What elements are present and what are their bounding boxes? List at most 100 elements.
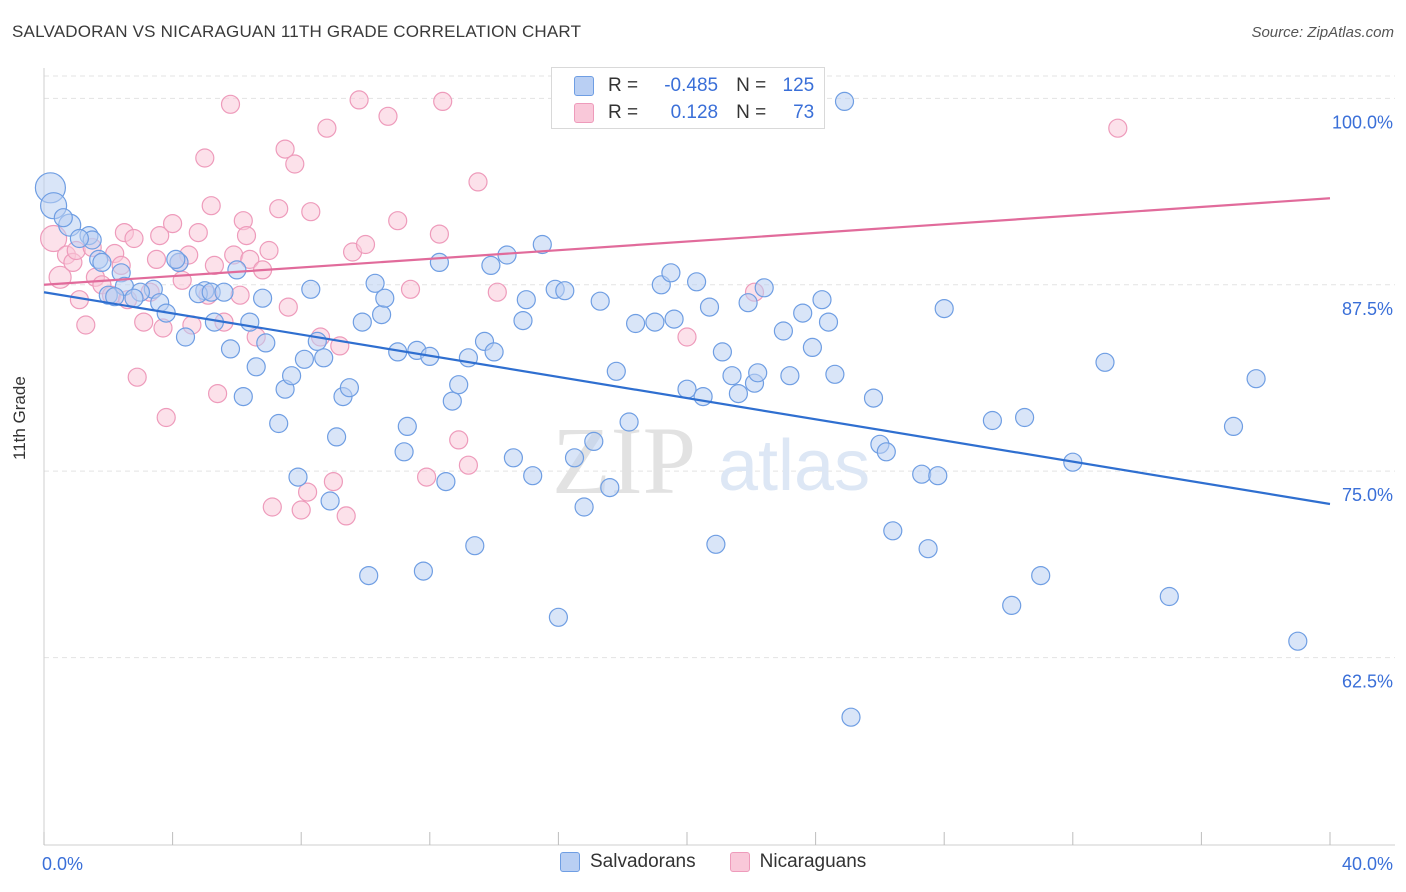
- salvadorans-point-118: [1159, 586, 1179, 607]
- salvadorans-point-37: [314, 348, 334, 368]
- salvadorans-point-61: [484, 342, 504, 362]
- salvadorans-point-28: [253, 288, 273, 308]
- salvadorans-point-112: [982, 410, 1003, 431]
- x-tick-label-max: 40.0%: [1342, 854, 1393, 874]
- nicaraguans-point-43: [259, 240, 279, 261]
- salvadorans-point-96: [780, 366, 800, 386]
- legend-n-label: N =: [736, 102, 767, 123]
- nicaraguans-point-62: [400, 279, 421, 299]
- salvadorans-point-73: [584, 431, 604, 451]
- legend-swatch-blue: [574, 76, 594, 96]
- salvadorans-point-46: [375, 288, 395, 308]
- watermark: ZIP atlas: [552, 407, 870, 514]
- y-axis-label: 11th Grade: [10, 376, 29, 460]
- y-tick-label-3: 100.0%: [1332, 112, 1393, 132]
- legend-r-label: R =: [608, 75, 639, 96]
- legend-swatch-pink: [574, 103, 594, 123]
- salvadorans-point-33: [288, 467, 308, 487]
- salvadorans-point-41: [339, 378, 359, 398]
- nicaraguans-point-59: [355, 234, 376, 255]
- salvadorans-point-32: [282, 366, 302, 386]
- nicaraguans-point-58: [349, 90, 369, 110]
- nicaraguans-point-47: [278, 297, 298, 317]
- salvadorans-point-75: [600, 478, 620, 498]
- salvadorans-point-49: [397, 416, 417, 436]
- nicaraguans-point-60: [378, 106, 398, 126]
- salvadorans-point-84: [686, 272, 707, 292]
- salvadorans-point-122: [53, 208, 73, 228]
- salvadorans-point-79: [645, 312, 665, 332]
- trend-line-nicaraguans: [43, 197, 1331, 286]
- salvadorans-point-55: [442, 391, 462, 411]
- salvadorans-point-64: [513, 311, 533, 331]
- salvadorans-point-56: [449, 375, 469, 395]
- salvadorans-point-44: [365, 273, 385, 293]
- salvadorans-point-27: [246, 357, 266, 377]
- salvadorans-point-25: [233, 387, 253, 407]
- trend-lines: [43, 197, 1331, 506]
- salvadorans-point-76: [606, 361, 626, 381]
- nicaraguans-point-65: [433, 91, 453, 112]
- nicaraguans-point-22: [156, 407, 176, 428]
- legend-r-value: 0.128: [670, 102, 719, 123]
- nicaraguans-point-64: [429, 224, 449, 244]
- source-credit: Source: ZipAtlas.com: [1251, 24, 1394, 41]
- salvadorans-point-60: [481, 255, 501, 275]
- salvadorans-points: [34, 91, 1308, 727]
- tick-labels: 62.5% 75.0% 87.5% 100.0% 0.0% 40.0%: [42, 112, 1393, 874]
- salvadorans-point-45: [372, 305, 392, 325]
- nicaraguans-points: [39, 90, 1128, 526]
- salvadorans-point-72: [574, 497, 594, 517]
- nicaraguans-point-61: [388, 211, 408, 231]
- legend-row-nicaraguans: R = 0.128 N = 73: [574, 100, 814, 126]
- nicaraguans-point-33: [208, 384, 228, 404]
- nicaraguans-point-19: [146, 249, 167, 269]
- swatch-nicaraguans: [729, 852, 750, 872]
- salvadorans-point-10: [105, 287, 125, 307]
- salvadorans-point-94: [754, 278, 774, 298]
- salvadorans-point-54: [436, 472, 456, 492]
- salvadorans-point-88: [712, 342, 733, 362]
- series-legend: Salvadorans Nicaraguans: [560, 851, 900, 873]
- legend-r-value: -0.485: [664, 75, 719, 96]
- salvadorans-point-34: [294, 349, 314, 369]
- salvadorans-point-107: [883, 521, 903, 541]
- salvadorans-point-35: [301, 279, 321, 299]
- legend-n-value: 73: [793, 102, 815, 123]
- legend-item-salvadorans[interactable]: Salvadorans: [560, 851, 696, 873]
- nicaraguans-point-63: [417, 467, 437, 487]
- nicaraguans-point-45: [269, 199, 289, 219]
- nicaraguans-point-44: [262, 497, 282, 517]
- salvadorans-point-81: [661, 263, 681, 283]
- salvadorans-point-58: [465, 536, 485, 556]
- salvadorans-point-104: [863, 388, 884, 408]
- salvadorans-point-30: [269, 413, 289, 434]
- salvadorans-point-17: [175, 327, 196, 347]
- salvadorans-point-66: [523, 466, 543, 486]
- salvadorans-point-65: [516, 290, 536, 310]
- nicaraguans-point-40: [240, 249, 260, 269]
- nicaraguans-point-23: [163, 214, 183, 234]
- salvadorans-point-124: [166, 249, 186, 269]
- salvadorans-point-114: [1014, 407, 1035, 428]
- nicaraguans-point-67: [458, 455, 478, 475]
- nicaraguans-point-46: [275, 139, 295, 159]
- nicaraguans-point-68: [468, 172, 488, 192]
- salvadorans-point-70: [548, 607, 569, 627]
- salvadorans-point-106: [876, 442, 896, 462]
- salvadorans-point-99: [812, 290, 832, 310]
- salvadorans-point-121: [1288, 631, 1308, 651]
- nicaraguans-point-48: [285, 154, 305, 174]
- legend-n-label: N =: [736, 75, 767, 96]
- salvadorans-point-95: [773, 321, 794, 341]
- legend-item-nicaraguans[interactable]: Nicaraguans: [729, 851, 866, 873]
- nicaraguans-point-49: [291, 500, 311, 520]
- salvadorans-point-24: [227, 260, 247, 280]
- salvadorans-point-63: [503, 448, 524, 468]
- salvadorans-point-74: [590, 291, 610, 311]
- nicaraguans-point-56: [336, 506, 356, 526]
- nicaraguans-point-66: [449, 430, 469, 450]
- salvadorans-point-100: [818, 312, 839, 332]
- salvadorans-point-117: [1095, 352, 1115, 372]
- nicaraguans-point-32: [204, 255, 224, 275]
